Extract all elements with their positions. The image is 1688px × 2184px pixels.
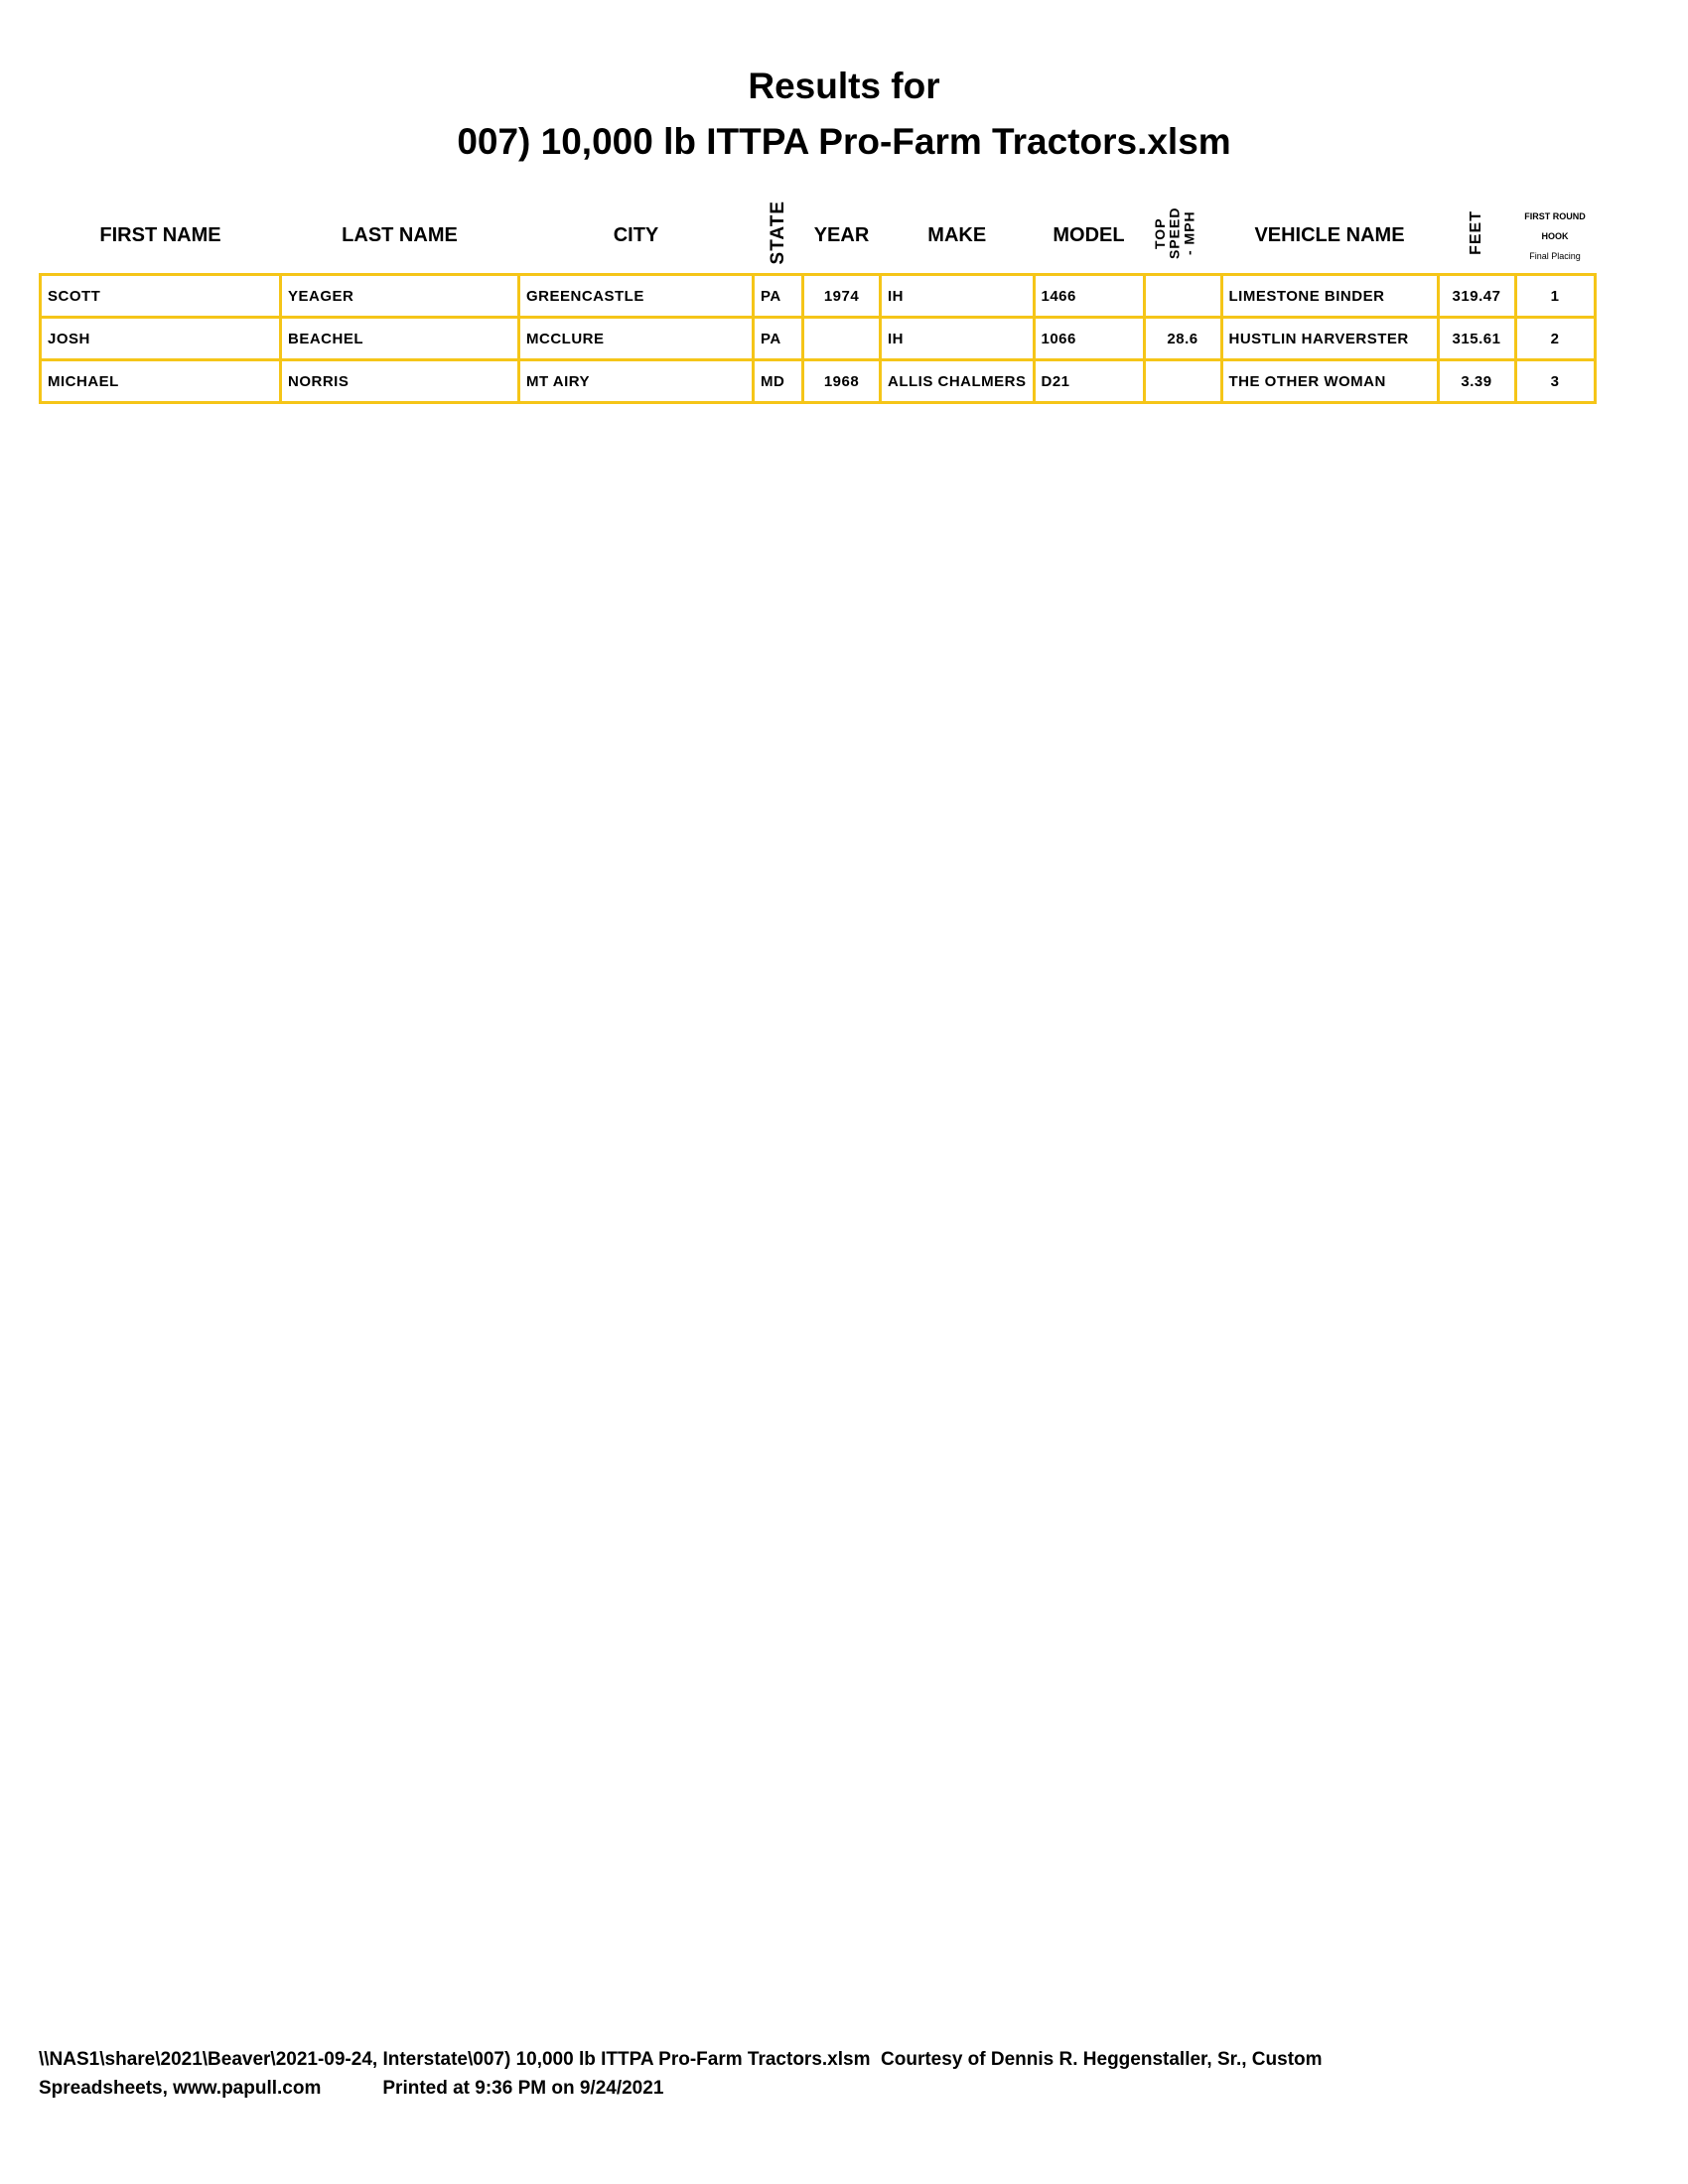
cell-top-speed [1142, 273, 1223, 319]
cell-model: D21 [1032, 358, 1146, 404]
header-feet: FEET [1438, 199, 1515, 275]
cell-model: 1466 [1032, 273, 1146, 319]
page-title-line2: 007) 10,000 lb ITTPA Pro-Farm Tractors.x… [457, 121, 1231, 162]
cell-vehicle-name: THE OTHER WOMAN [1219, 358, 1440, 404]
header-top-speed: TOP SPEED - MPH [1144, 199, 1221, 275]
header-make: MAKE [927, 224, 987, 246]
cell-first-name: MICHAEL [39, 358, 282, 404]
footer-website: Spreadsheets, www.papull.com [39, 2078, 322, 2099]
cell-vehicle-name: HUSTLIN HARVERSTER [1219, 316, 1440, 361]
header-top-speed-label: TOP SPEED - MPH [1152, 206, 1197, 259]
cell-state: MD [752, 358, 804, 404]
cell-year: 1974 [801, 273, 882, 319]
cell-top-speed: 28.6 [1142, 316, 1223, 361]
cell-make: IH [879, 316, 1036, 361]
cell-year [801, 316, 882, 361]
cell-city: GREENCASTLE [517, 273, 755, 319]
cell-state: PA [752, 273, 804, 319]
header-city: CITY [613, 224, 659, 246]
header-vehicle-name: VEHICLE NAME [1254, 224, 1405, 246]
cell-city: MCCLURE [517, 316, 755, 361]
cell-vehicle-name: LIMESTONE BINDER [1219, 273, 1440, 319]
cell-feet: 3.39 [1436, 358, 1517, 404]
header-row: FIRST NAME LAST NAME CITY STATE YEAR MAK… [41, 199, 1596, 275]
header-placing-line2: HOOK [1541, 230, 1569, 241]
cell-first-name: JOSH [39, 316, 282, 361]
cell-placing: 3 [1513, 358, 1597, 404]
footer-printed-at: Printed at 9:36 PM on 9/24/2021 [382, 2078, 664, 2099]
cell-model: 1066 [1032, 316, 1146, 361]
cell-year: 1968 [801, 358, 882, 404]
cell-placing: 2 [1513, 316, 1597, 361]
table-row: SCOTT YEAGER GREENCASTLE PA 1974 IH 1466 LIMEST… [39, 273, 1597, 319]
cell-first-name: SCOTT [39, 273, 282, 319]
header-placing-line1: FIRST ROUND [1524, 210, 1586, 221]
cell-top-speed [1142, 358, 1223, 404]
cell-last-name: BEACHEL [279, 316, 520, 361]
header-first-name: FIRST NAME [99, 224, 221, 246]
header-state-label: STATE [767, 201, 788, 265]
header-feet-label: FEET [1467, 210, 1484, 255]
footer-path: \\NAS1\share\2021\Beaver\2021-09-24, Int… [39, 2049, 1323, 2070]
header-placing: FIRST ROUND HOOK Final Placing [1515, 199, 1595, 275]
header-placing-line3: Final Placing [1529, 250, 1581, 261]
footer-line2: Spreadsheets, www.papull.com Printed at 9… [39, 2078, 663, 2100]
header-year: YEAR [813, 224, 870, 246]
table-row: MICHAEL NORRIS MT AIRY MD 1968 ALLIS CHALMERS… [39, 358, 1597, 404]
cell-make: IH [879, 273, 1036, 319]
results-table: FIRST NAME LAST NAME CITY STATE YEAR MAK… [39, 199, 1597, 404]
cell-feet: 315.61 [1436, 316, 1517, 361]
cell-make: ALLIS CHALMERS [879, 358, 1036, 404]
page-title-line1: Results for [748, 66, 940, 106]
header-last-name: LAST NAME [342, 224, 458, 246]
cell-city: MT AIRY [517, 358, 755, 404]
cell-state: PA [752, 316, 804, 361]
table-row: JOSH BEACHEL MCCLURE PA IH 1066 28.6 HUSTLIN HA… [39, 316, 1597, 361]
header-state: STATE [754, 199, 803, 275]
header-model: MODEL [1053, 224, 1125, 246]
cell-placing: 1 [1513, 273, 1597, 319]
cell-last-name: YEAGER [279, 273, 520, 319]
cell-last-name: NORRIS [279, 358, 520, 404]
cell-feet: 319.47 [1436, 273, 1517, 319]
